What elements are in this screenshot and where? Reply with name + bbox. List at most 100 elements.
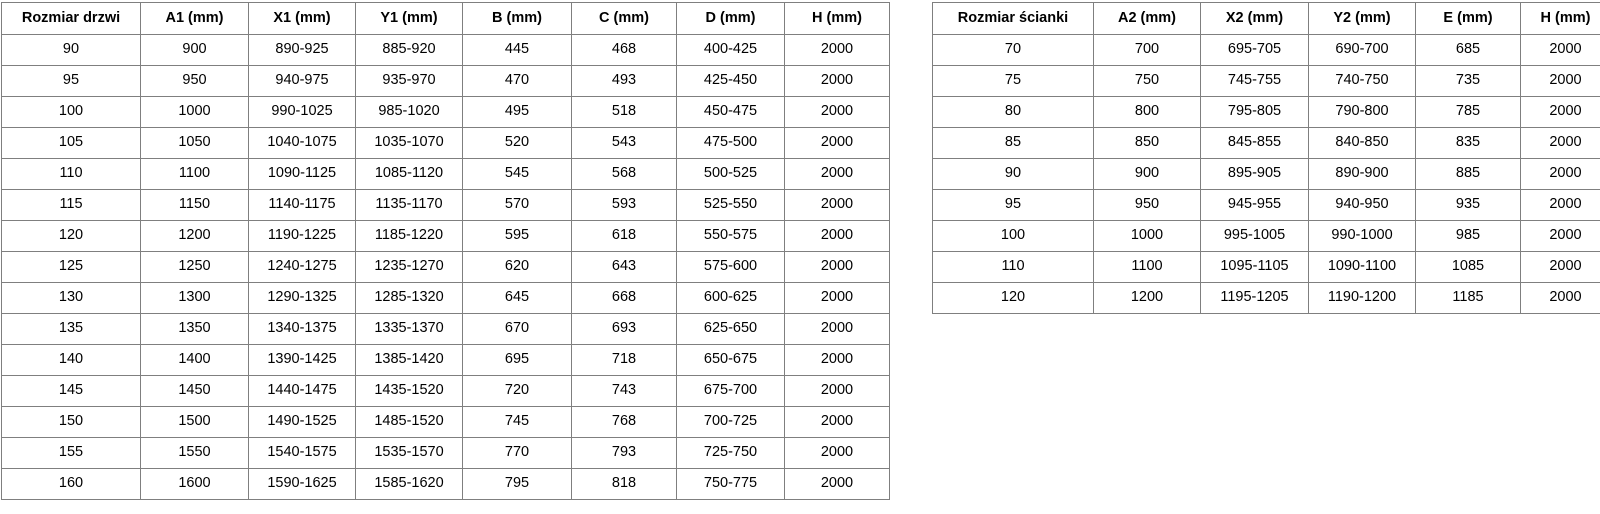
table-cell: 1035-1070	[355, 127, 463, 159]
table-row: 160 1600 1590-1625 1585-1620 795 818 750-775 20…	[1, 468, 890, 500]
table-cell: 935-970	[355, 65, 463, 97]
table-cell: 545	[462, 158, 572, 190]
row-size-label: 140	[1, 344, 141, 376]
table-row: 125 1250 1240-1275 1235-1270 620 643 575-600 20…	[1, 251, 890, 283]
row-size-label: 160	[1, 468, 141, 500]
table-cell: 1485-1520	[355, 406, 463, 438]
table-cell: 2000	[784, 158, 890, 190]
table-cell: 1085	[1415, 251, 1521, 283]
table-row: 100 1000 995-1005 990-1000 985 2000	[932, 220, 1600, 252]
table-cell: 795-805	[1200, 96, 1309, 128]
table-cell: 1185-1220	[355, 220, 463, 252]
table-cell: 2000	[784, 406, 890, 438]
table-cell: 700	[1093, 34, 1201, 66]
table-row: 90 900 890-925 885-920 445 468 400-425 2000	[1, 34, 890, 66]
table-cell: 1490-1525	[248, 406, 356, 438]
table-cell: 890-925	[248, 34, 356, 66]
table-cell: 1435-1520	[355, 375, 463, 407]
column-header: X2 (mm)	[1200, 2, 1309, 35]
row-size-label: 120	[1, 220, 141, 252]
header-row: Rozmiar ścianki A2 (mm) X2 (mm) Y2 (mm) E (m…	[932, 2, 1600, 35]
table-cell: 818	[571, 468, 677, 500]
table-cell: 1195-1205	[1200, 282, 1309, 314]
table-cell: 2000	[784, 220, 890, 252]
table-cell: 695-705	[1200, 34, 1309, 66]
table-cell: 2000	[1520, 282, 1600, 314]
table-cell: 1100	[1093, 251, 1201, 283]
table-cell: 2000	[1520, 127, 1600, 159]
table-cell: 1050	[140, 127, 249, 159]
table-cell: 885	[1415, 158, 1521, 190]
table-row: 110 1100 1095-1105 1090-1100 1085 2000	[932, 251, 1600, 283]
table-cell: 1185	[1415, 282, 1521, 314]
row-size-label: 110	[1, 158, 141, 190]
row-size-label: 85	[932, 127, 1094, 159]
row-size-label: 150	[1, 406, 141, 438]
table-cell: 668	[571, 282, 677, 314]
table-cell: 520	[462, 127, 572, 159]
table-cell: 1285-1320	[355, 282, 463, 314]
table-cell: 2000	[1520, 158, 1600, 190]
table-header: Rozmiar drzwi A1 (mm) X1 (mm) Y1 (mm) B (mm)…	[1, 2, 890, 35]
table-cell: 2000	[1520, 96, 1600, 128]
table-cell: 1240-1275	[248, 251, 356, 283]
table-row: 115 1150 1140-1175 1135-1170 570 593 525-550 20…	[1, 189, 890, 221]
table-cell: 2000	[784, 96, 890, 128]
row-size-label: 155	[1, 437, 141, 469]
table-cell: 995-1005	[1200, 220, 1309, 252]
table-cell: 1190-1225	[248, 220, 356, 252]
column-header: A1 (mm)	[140, 2, 249, 35]
table-cell: 850	[1093, 127, 1201, 159]
table-cell: 575-600	[676, 251, 785, 283]
column-header: Y1 (mm)	[355, 2, 463, 35]
column-header: Y2 (mm)	[1308, 2, 1416, 35]
table-cell: 500-525	[676, 158, 785, 190]
row-size-label: 115	[1, 189, 141, 221]
table-cell: 2000	[1520, 65, 1600, 97]
door-dimensions-table: Rozmiar drzwi A1 (mm) X1 (mm) Y1 (mm) B (mm)…	[1, 2, 890, 500]
table-cell: 745-755	[1200, 65, 1309, 97]
table-cell: 2000	[1520, 34, 1600, 66]
table-cell: 643	[571, 251, 677, 283]
table-cell: 550-575	[676, 220, 785, 252]
table-row: 110 1100 1090-1125 1085-1120 545 568 500-525 20…	[1, 158, 890, 190]
table-cell: 990-1025	[248, 96, 356, 128]
table-cell: 985-1020	[355, 96, 463, 128]
table-cell: 770	[462, 437, 572, 469]
table-cell: 475-500	[676, 127, 785, 159]
table-cell: 675-700	[676, 375, 785, 407]
table-cell: 990-1000	[1308, 220, 1416, 252]
row-size-label: 100	[1, 96, 141, 128]
column-header: E (mm)	[1415, 2, 1521, 35]
table-row: 95 950 945-955 940-950 935 2000	[932, 189, 1600, 221]
column-header: B (mm)	[462, 2, 572, 35]
table-cell: 935	[1415, 189, 1521, 221]
table-cell: 1090-1100	[1308, 251, 1416, 283]
column-header: X1 (mm)	[248, 2, 356, 35]
table-header: Rozmiar ścianki A2 (mm) X2 (mm) Y2 (mm) E (m…	[932, 2, 1600, 35]
row-size-label: 70	[932, 34, 1094, 66]
table-cell: 2000	[784, 344, 890, 376]
table-cell: 1200	[140, 220, 249, 252]
row-size-label: 90	[932, 158, 1094, 190]
table-cell: 700-725	[676, 406, 785, 438]
row-size-label: 100	[932, 220, 1094, 252]
column-header: H (mm)	[784, 2, 890, 35]
table-cell: 595	[462, 220, 572, 252]
table-cell: 1400	[140, 344, 249, 376]
table-cell: 1440-1475	[248, 375, 356, 407]
table-cell: 470	[462, 65, 572, 97]
table-cell: 425-450	[676, 65, 785, 97]
table-cell: 750	[1093, 65, 1201, 97]
table-row: 150 1500 1490-1525 1485-1520 745 768 700-725 20…	[1, 406, 890, 438]
table-cell: 493	[571, 65, 677, 97]
table-cell: 720	[462, 375, 572, 407]
table-cell: 743	[571, 375, 677, 407]
table-cell: 725-750	[676, 437, 785, 469]
table-cell: 1235-1270	[355, 251, 463, 283]
table-cell: 745	[462, 406, 572, 438]
table-cell: 1140-1175	[248, 189, 356, 221]
table-cell: 1535-1570	[355, 437, 463, 469]
table-row: 130 1300 1290-1325 1285-1320 645 668 600-625 20…	[1, 282, 890, 314]
table-cell: 620	[462, 251, 572, 283]
